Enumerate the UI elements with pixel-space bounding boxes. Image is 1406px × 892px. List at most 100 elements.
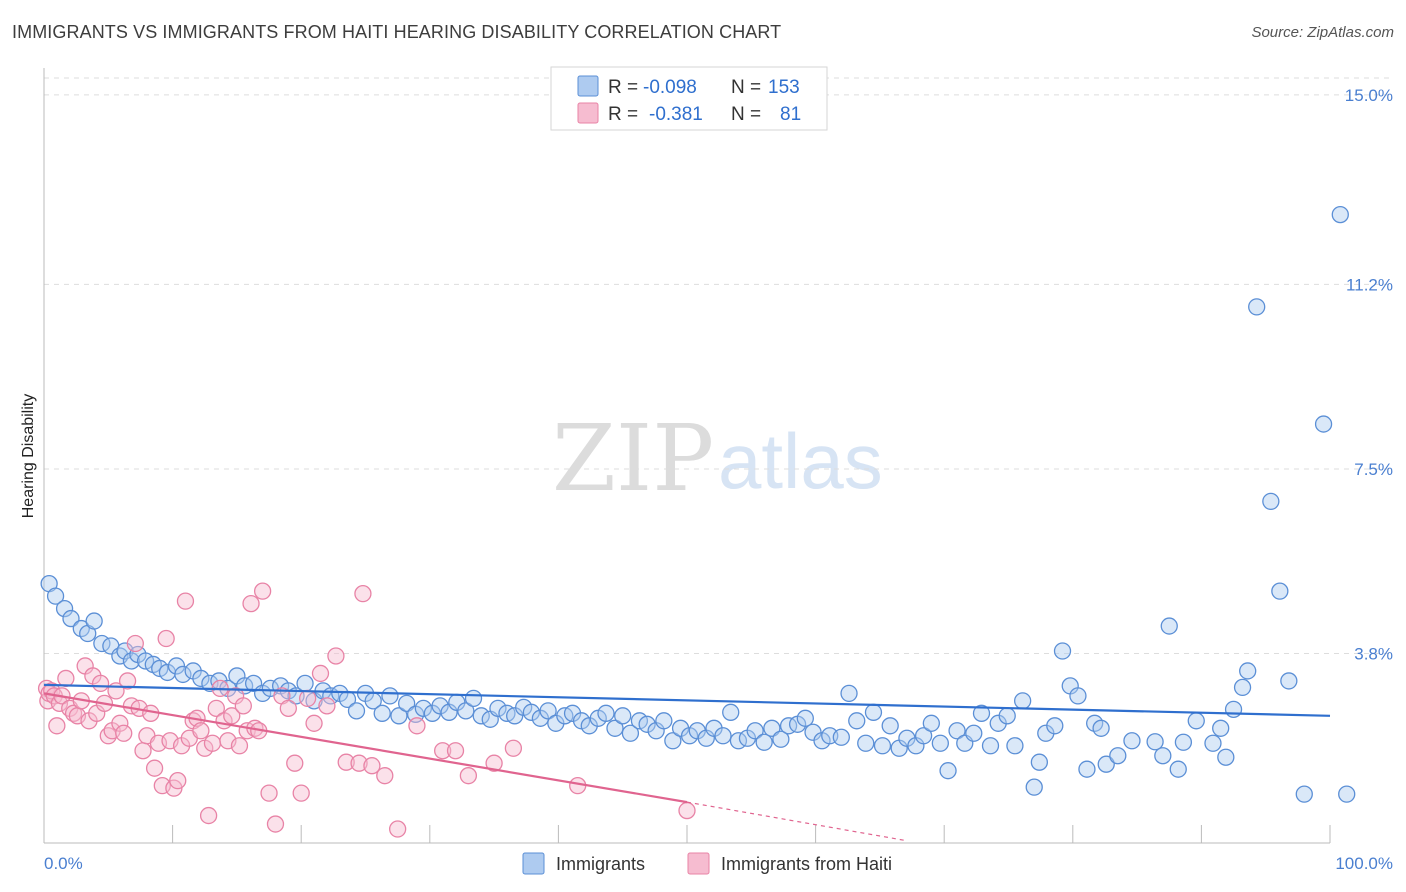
data-point-haiti — [327, 647, 345, 665]
data-point-haiti — [253, 582, 272, 600]
data-point-haiti — [446, 742, 465, 760]
data-point-haiti — [234, 697, 252, 715]
data-point-haiti — [48, 717, 66, 735]
data-point-immigrants — [539, 702, 557, 720]
data-point-haiti — [157, 629, 175, 648]
data-point-immigrants — [414, 699, 433, 717]
grid — [44, 77, 1393, 654]
bottom-legend-swatch-haiti — [687, 852, 710, 875]
data-point-immigrants — [1046, 717, 1064, 735]
data-point-immigrants — [390, 707, 408, 725]
data-point-immigrants — [1280, 672, 1298, 690]
data-point-immigrants — [948, 722, 966, 740]
data-point-immigrants — [1025, 778, 1043, 796]
data-point-immigrants — [1146, 733, 1164, 751]
data-point-immigrants — [664, 732, 682, 750]
data-point-immigrants — [489, 699, 507, 717]
data-point-immigrants — [1169, 760, 1187, 778]
data-point-immigrants — [998, 707, 1016, 725]
trend-line-haiti — [43, 692, 688, 804]
trend-lines — [43, 683, 1331, 842]
data-point-immigrants — [151, 659, 169, 678]
legend-n-label: N = — [731, 77, 761, 98]
data-point-haiti — [223, 707, 241, 725]
data-point-immigrants — [296, 674, 314, 693]
legend-r-label: R = — [608, 77, 638, 98]
data-point-immigrants — [431, 697, 449, 715]
data-point-immigrants — [939, 762, 957, 780]
data-point-immigrants — [1204, 734, 1222, 752]
legend-swatch-immigrants — [577, 75, 599, 97]
bottom-legend-swatch-immigrants — [522, 852, 545, 875]
data-point-immigrants — [606, 719, 624, 737]
data-point-haiti — [376, 767, 394, 785]
data-point-haiti — [459, 767, 478, 785]
data-point-immigrants — [873, 737, 892, 755]
data-point-haiti — [242, 594, 260, 613]
data-point-immigrants — [1092, 719, 1110, 737]
data-point-haiti — [279, 699, 297, 717]
data-point-immigrants — [373, 704, 391, 722]
data-point-immigrants — [972, 704, 991, 722]
data-point-immigrants — [772, 730, 790, 748]
data-point-haiti — [115, 724, 133, 742]
data-point-haiti — [388, 820, 407, 838]
data-point-haiti — [286, 754, 304, 772]
data-point-immigrants — [714, 727, 732, 745]
data-point-haiti — [126, 634, 144, 653]
data-point-immigrants — [1174, 733, 1193, 751]
data-point-immigrants — [981, 737, 1000, 755]
legend-n-label: N = — [731, 104, 761, 125]
data-point-immigrants — [1262, 492, 1280, 511]
data-point-immigrants — [522, 703, 541, 721]
data-point-haiti — [354, 584, 372, 603]
data-point-immigrants — [857, 734, 875, 752]
data-point-haiti — [192, 722, 210, 740]
data-point-haiti — [207, 699, 225, 717]
data-point-immigrants — [796, 709, 814, 727]
data-point-immigrants — [1331, 205, 1349, 224]
data-point-immigrants — [1013, 692, 1032, 710]
legend-r-value: -0.098 — [643, 77, 697, 98]
data-point-immigrants — [1078, 760, 1096, 778]
data-point-immigrants — [922, 714, 940, 732]
data-point-haiti — [350, 754, 368, 772]
data-point-immigrants — [381, 687, 399, 705]
data-point-haiti — [230, 737, 249, 755]
data-point-haiti — [111, 714, 129, 732]
trend-line-haiti-extension — [686, 801, 906, 842]
data-point-haiti — [145, 759, 164, 777]
data-point-immigrants — [1224, 700, 1243, 718]
data-point-immigrants — [46, 587, 65, 605]
data-point-immigrants — [464, 689, 483, 708]
data-point-haiti — [504, 739, 523, 757]
data-point-immigrants — [614, 707, 632, 725]
data-point-haiti — [57, 669, 75, 688]
axes — [43, 68, 1331, 844]
data-point-immigrants — [1295, 785, 1313, 803]
legend-n-value: 153 — [768, 77, 800, 98]
data-point-immigrants — [1217, 748, 1235, 766]
data-point-haiti — [203, 734, 222, 752]
y-tick-label: 3.8% — [1354, 644, 1393, 663]
legend-r-value: -0.381 — [649, 104, 703, 125]
y-tick-label: 11.2% — [1346, 275, 1393, 294]
data-point-immigrants — [1109, 747, 1127, 765]
data-point-haiti — [485, 754, 503, 772]
data-point-immigrants — [722, 703, 740, 721]
data-point-immigrants — [1233, 678, 1252, 697]
data-point-haiti — [311, 664, 330, 683]
legend-r-label: R = — [608, 104, 638, 125]
y-tick-label: 7.5% — [1354, 460, 1393, 479]
data-point-haiti — [169, 772, 187, 790]
data-point-immigrants — [347, 702, 366, 720]
data-point-immigrants — [1069, 687, 1087, 705]
series-haiti — [37, 582, 696, 838]
data-point-immigrants — [62, 609, 80, 628]
data-point-immigrants — [965, 724, 983, 742]
data-point-haiti — [118, 672, 137, 690]
data-point-immigrants — [655, 712, 673, 730]
data-point-haiti — [199, 806, 218, 825]
source-label: Source: ZipAtlas.com — [1251, 24, 1394, 41]
